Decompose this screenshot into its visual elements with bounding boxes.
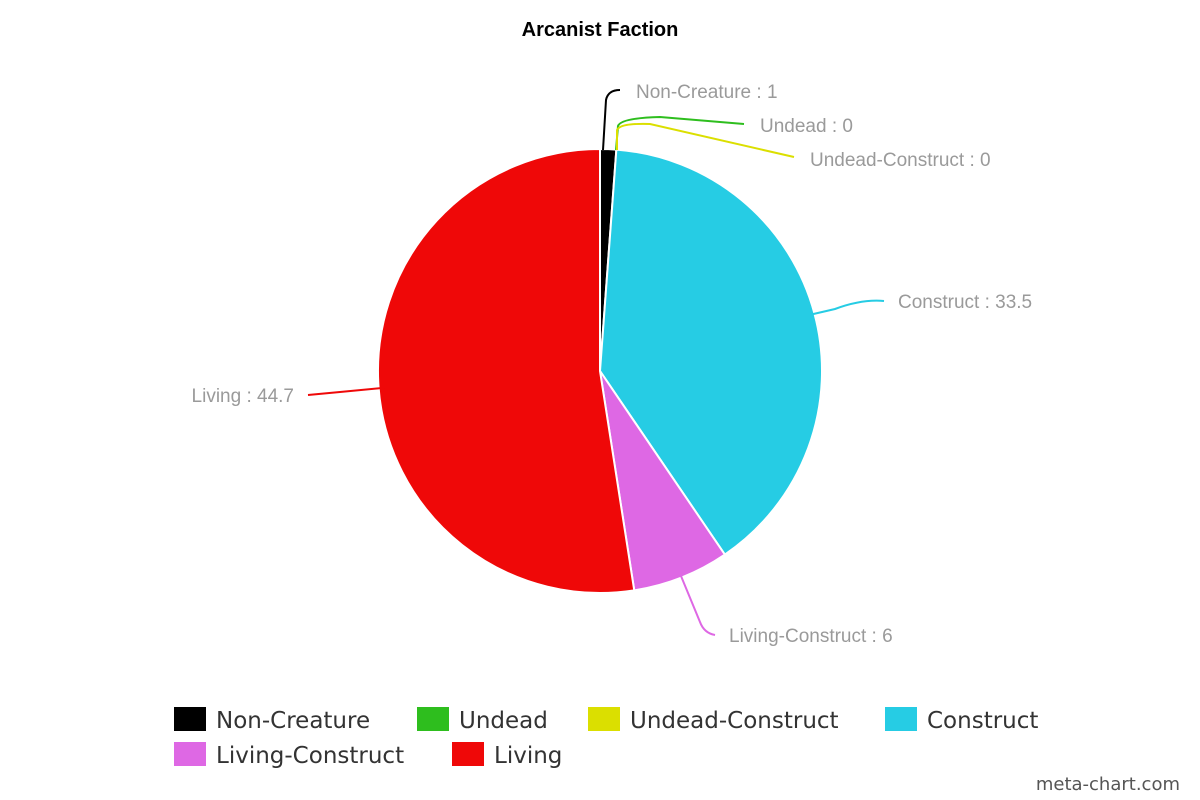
pie-slices [376,147,823,594]
legend-label-undead: Undead [459,708,548,734]
legend-label-living-construct: Living-Construct [216,743,404,769]
data-label-undead-construct: Undead-Construct : 0 [810,150,991,171]
legend-item-non-creature[interactable]: Non-Creature [174,707,370,734]
legend-swatch-living [452,742,484,766]
legend-label-undead-construct: Undead-Construct [630,708,839,734]
legend-item-living-construct[interactable]: Living-Construct [174,742,404,769]
connector-living-construct [678,571,716,636]
legend-label-non-creature: Non-Creature [216,708,370,734]
legend-swatch-non-creature [174,707,206,731]
connector-undead [615,115,745,151]
pie-slice-living[interactable] [376,148,636,594]
label-connectors [307,89,885,636]
credit-text[interactable]: meta-chart.com [1036,774,1180,795]
data-label-living-construct: Living-Construct : 6 [729,626,893,647]
legend-swatch-living-construct [174,742,206,766]
legend-swatch-construct [885,707,917,731]
data-label-non-creature: Non-Creature : 1 [636,82,778,103]
legend-swatch-undead [417,707,449,731]
legend-swatch-undead-construct [588,707,620,731]
connector-living [307,386,385,396]
data-label-undead: Undead : 0 [760,116,853,137]
legend-item-undead[interactable]: Undead [417,707,548,734]
data-label-living: Living : 44.7 [192,386,294,407]
connector-construct [808,299,885,317]
connector-non-creature [602,89,621,151]
legend-item-construct[interactable]: Construct [885,707,1038,734]
legend-item-undead-construct[interactable]: Undead-Construct [588,707,839,734]
legend-label-construct: Construct [927,708,1038,734]
legend-item-living[interactable]: Living [452,742,562,769]
legend: Non-Creature Undead Undead-Construct Constr… [174,707,1038,769]
connector-undead-construct [616,122,795,158]
data-labels: Non-Creature : 1 Undead : 0 Undead-Constru… [192,82,1033,647]
chart-title: Arcanist Faction [522,19,679,41]
data-label-construct: Construct : 33.5 [898,292,1032,313]
legend-label-living: Living [494,743,562,769]
